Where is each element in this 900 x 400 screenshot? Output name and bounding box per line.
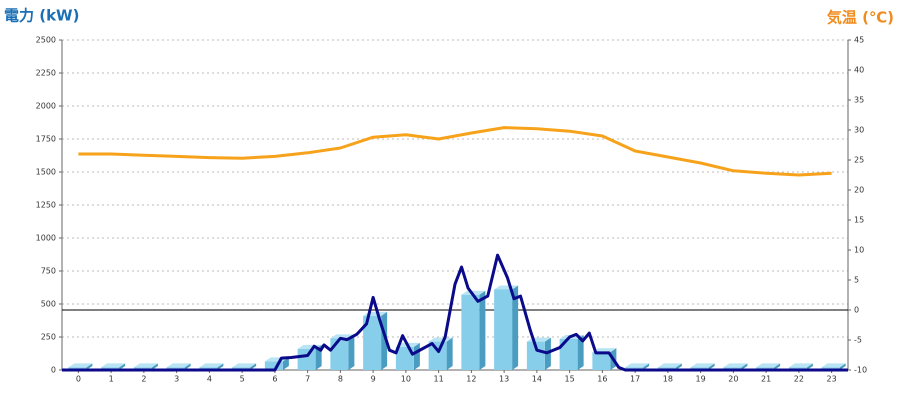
bar-side [741,363,748,370]
y2-axis-title: 気温 (℃) [827,9,894,27]
bar [526,341,545,370]
x-tick-label: 18 [663,375,673,384]
bar-side [184,363,191,370]
x-tick-label: 7 [305,375,310,384]
bar [559,338,578,370]
bar-side [217,363,224,370]
y-tick-label: 750 [41,267,56,276]
bar [592,352,611,370]
x-tick-label: 3 [174,375,179,384]
bar-top [232,363,257,368]
y-tick-label: 500 [41,300,56,309]
x-tick-label: 9 [371,375,376,384]
bar-top [133,363,158,368]
bar-top [68,363,93,368]
x-tick-label: 14 [532,375,542,384]
y2-tick-label: 35 [854,96,864,105]
bar-side [446,337,453,370]
x-tick-label: 20 [728,375,738,384]
bar-side [119,363,126,370]
x-tick-label: 13 [499,375,509,384]
bar [395,346,414,370]
temperature-line [78,126,832,177]
bar-side [348,334,355,370]
bar-top [723,363,748,368]
y-tick-label: 1750 [36,135,56,144]
bar-side [643,363,650,370]
bar [363,315,382,370]
bar-top [592,348,617,353]
x-tick-label: 5 [240,375,245,384]
x-tick-label: 17 [630,375,640,384]
x-tick-label: 23 [827,375,837,384]
bar [428,341,447,370]
bar [297,348,316,370]
x-tick-label: 8 [338,375,343,384]
bar-top [690,363,715,368]
y-tick-label: 1500 [36,168,56,177]
bar-side [282,357,289,370]
bar-top [625,363,650,368]
y2-tick-label: 5 [854,276,859,285]
y-tick-label: 250 [41,333,56,342]
bar-top [101,363,126,368]
bar-side [708,363,715,370]
x-tick-label: 2 [141,375,146,384]
y2-tick-label: 15 [854,216,864,225]
bar-side [806,363,813,370]
bar-side [413,342,420,370]
y-tick-label: 1250 [36,201,56,210]
bar-side [675,363,682,370]
y2-tick-label: 20 [854,186,864,195]
y-tick-label: 2000 [36,102,56,111]
y2-tick-label: 10 [854,246,864,255]
y-tick-label: 2500 [36,36,56,45]
x-tick-label: 22 [794,375,804,384]
y-tick-label: 2250 [36,69,56,78]
y2-tick-label: 30 [854,126,864,135]
x-tick-label: 10 [401,375,411,384]
bar-side [512,285,519,370]
bar-side [839,363,846,370]
bar-top [788,363,813,368]
bar-top [199,363,224,368]
bar-side [86,363,93,370]
bar [330,338,349,370]
y2-tick-label: -10 [854,366,867,375]
bar [461,294,480,370]
x-tick-label: 16 [597,375,607,384]
x-tick-label: 11 [434,375,444,384]
bar [494,289,513,370]
x-tick-label: 4 [207,375,212,384]
y2-tick-label: 40 [854,66,864,75]
x-tick-label: 19 [696,375,706,384]
x-tick-label: 12 [466,375,476,384]
x-tick-label: 6 [272,375,277,384]
y-axis-title: 電力 (kW) [4,7,79,25]
y2-tick-label: 25 [854,156,864,165]
bar [264,361,283,370]
bar-top [428,337,453,342]
bar-side [774,363,781,370]
y2-tick-label: 45 [854,36,864,45]
bar-side [151,363,158,370]
x-tick-label: 15 [565,375,575,384]
bar-top [166,363,191,368]
power-line [62,253,848,372]
bar-side [479,290,486,370]
bar-side [250,363,257,370]
y-tick-label: 0 [51,366,56,375]
bar-top [756,363,781,368]
y2-tick-label: 0 [854,306,859,315]
bar-top [657,363,682,368]
x-tick-label: 1 [109,375,114,384]
y-tick-label: 1000 [36,234,56,243]
y2-tick-label: -5 [854,336,862,345]
x-tick-label: 0 [76,375,81,384]
bar-side [577,334,584,370]
bar-top [821,363,846,368]
x-tick-label: 21 [761,375,771,384]
